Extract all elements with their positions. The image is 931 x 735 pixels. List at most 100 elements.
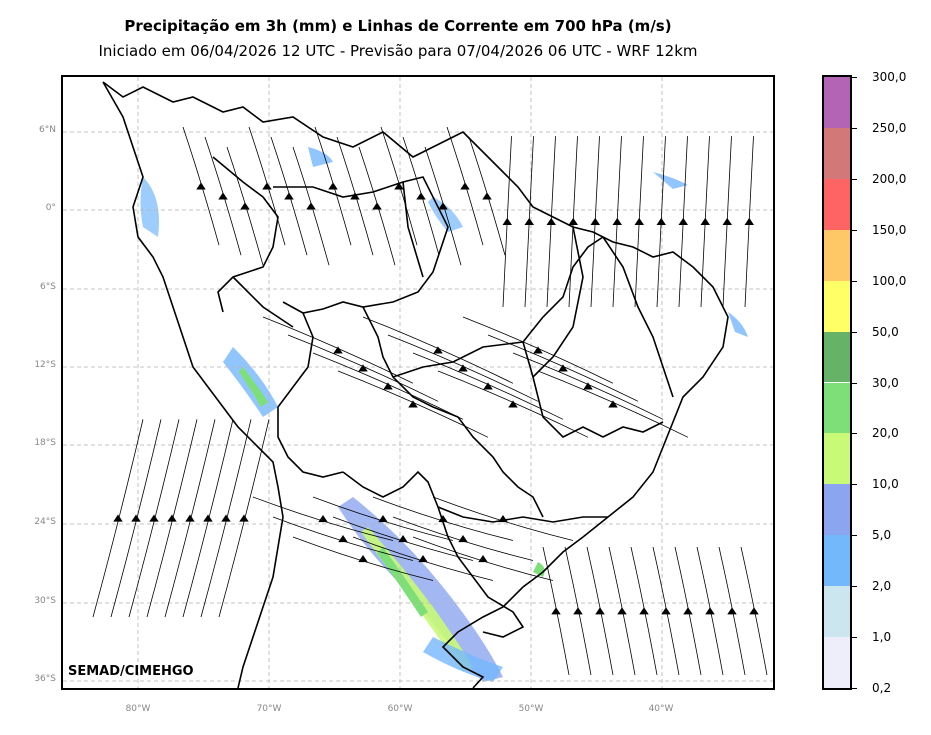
colorbar-label: 10,0 bbox=[872, 477, 899, 492]
streamline-arrow bbox=[573, 607, 583, 615]
colorbar-tick bbox=[852, 688, 857, 689]
streamline-arrow bbox=[240, 202, 250, 210]
forecast-map[interactable] bbox=[61, 75, 775, 690]
colorbar-label: 0,2 bbox=[872, 681, 892, 695]
streamline-arrow bbox=[458, 364, 468, 372]
streamline-arrow bbox=[749, 607, 759, 615]
streamline-arrow bbox=[700, 217, 710, 225]
streamline-arrow bbox=[318, 515, 328, 523]
streamline-arrow bbox=[433, 346, 443, 354]
lat-tick-label: 18°S bbox=[34, 438, 56, 448]
streamline-arrow bbox=[394, 182, 404, 190]
streamline-arrow bbox=[612, 217, 622, 225]
colorbar-label: 100,0 bbox=[872, 273, 907, 288]
graticule bbox=[63, 77, 773, 688]
colorbar-label: 20,0 bbox=[872, 426, 899, 441]
colorbar-label: 2,0 bbox=[872, 579, 892, 594]
lon-tick-label: 70°W bbox=[256, 704, 282, 714]
lat-tick-label: 36°S bbox=[34, 674, 56, 684]
streamlines-layer bbox=[92, 126, 768, 675]
streamline-arrow bbox=[608, 400, 618, 408]
streamline-arrow bbox=[284, 192, 294, 200]
streamline-arrow bbox=[558, 364, 568, 372]
streamline-arrow bbox=[639, 607, 649, 615]
streamline-arrow bbox=[678, 217, 688, 225]
lat-tick-label: 6°S bbox=[40, 282, 56, 292]
credit-label: SEMAD/CIMEHGO bbox=[68, 664, 194, 679]
lat-tick-label: 6°N bbox=[39, 125, 56, 135]
streamline-arrow bbox=[131, 514, 141, 522]
streamline-arrow bbox=[583, 382, 593, 390]
lat-tick-label: 12°S bbox=[34, 360, 56, 370]
precip-guiana bbox=[428, 197, 463, 232]
colorbar-label: 300,0 bbox=[872, 70, 907, 84]
map-canvas bbox=[63, 77, 773, 688]
colorbar-tick bbox=[852, 178, 857, 180]
streamline-arrow bbox=[203, 514, 213, 522]
streamline-arrow bbox=[196, 182, 206, 190]
streamline-arrow bbox=[185, 514, 195, 522]
streamline-arrow bbox=[727, 607, 737, 615]
streamline bbox=[146, 419, 198, 618]
streamline bbox=[92, 419, 144, 618]
precipitation-colorbar bbox=[822, 75, 852, 690]
precip-band-south bbox=[338, 497, 503, 682]
colorbar-tick bbox=[852, 586, 857, 588]
map-subtitle: Iniciado em 06/04/2026 12 UTC - Previsão… bbox=[98, 42, 698, 60]
streamline-arrow bbox=[722, 217, 732, 225]
lon-tick-label: 60°W bbox=[387, 704, 413, 714]
streamline-arrow bbox=[595, 607, 605, 615]
colorbar-label: 30,0 bbox=[872, 375, 899, 390]
colorbar-tick bbox=[852, 433, 857, 435]
streamline-arrow bbox=[546, 217, 556, 225]
streamline-arrow bbox=[167, 514, 177, 522]
streamline-arrow bbox=[508, 400, 518, 408]
streamline-arrow bbox=[683, 607, 693, 615]
colorbar-segment bbox=[824, 280, 850, 332]
streamline-arrow bbox=[661, 607, 671, 615]
streamline-arrow bbox=[744, 217, 754, 225]
colorbar-segment bbox=[824, 382, 850, 434]
streamline-arrow bbox=[533, 346, 543, 354]
colorbar-segment bbox=[824, 637, 850, 688]
colorbar-label: 50,0 bbox=[872, 324, 899, 339]
streamline-arrow bbox=[358, 555, 368, 563]
streamline-arrow bbox=[438, 202, 448, 210]
streamline-arrow bbox=[551, 607, 561, 615]
streamline bbox=[110, 419, 162, 618]
colorbar-label: 250,0 bbox=[872, 120, 907, 135]
streamline-arrow bbox=[372, 202, 382, 210]
streamline-arrow bbox=[378, 515, 388, 523]
streamline-arrow bbox=[568, 217, 578, 225]
lon-tick-label: 50°W bbox=[518, 704, 544, 714]
streamline-arrow bbox=[502, 217, 512, 225]
colorbar-label: 5,0 bbox=[872, 528, 892, 543]
streamline-arrow bbox=[113, 514, 123, 522]
streamline-arrow bbox=[408, 400, 418, 408]
streamline-arrow bbox=[482, 192, 492, 200]
country-borders bbox=[102, 81, 729, 688]
colorbar-label: 200,0 bbox=[872, 171, 907, 186]
precipitation-layer bbox=[140, 147, 748, 682]
streamline-arrow bbox=[328, 182, 338, 190]
colorbar-segment bbox=[824, 178, 850, 230]
streamline-arrow bbox=[634, 217, 644, 225]
streamline-arrow bbox=[458, 535, 468, 543]
colorbar-segment bbox=[824, 229, 850, 281]
precip-colombia bbox=[140, 177, 159, 237]
colorbar-tick bbox=[852, 637, 857, 639]
streamline-arrow bbox=[262, 182, 272, 190]
precip-bolivia-core bbox=[239, 367, 268, 407]
streamline-arrow bbox=[358, 364, 368, 372]
streamline-arrow bbox=[149, 514, 159, 522]
colorbar-segment bbox=[824, 331, 850, 383]
streamline-arrow bbox=[338, 535, 348, 543]
streamline-arrow bbox=[383, 382, 393, 390]
streamline-arrow bbox=[483, 382, 493, 390]
streamline-arrow bbox=[524, 217, 534, 225]
streamline bbox=[218, 419, 270, 618]
colorbar-tick bbox=[852, 280, 857, 282]
colorbar-segment bbox=[824, 484, 850, 536]
colorbar-tick bbox=[852, 127, 857, 129]
streamline-arrow bbox=[398, 535, 408, 543]
